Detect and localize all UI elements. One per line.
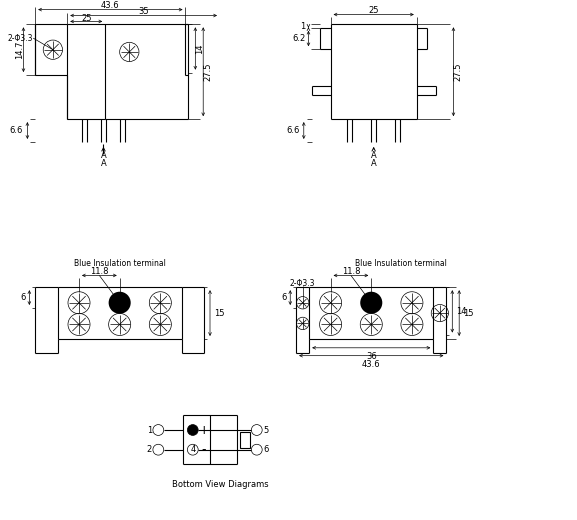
Text: 25: 25	[81, 14, 92, 23]
Text: A: A	[371, 159, 377, 168]
Text: 27.5: 27.5	[204, 62, 213, 81]
Text: A: A	[100, 151, 106, 160]
Text: 4: 4	[190, 445, 196, 454]
Circle shape	[108, 292, 131, 314]
Text: 43.6: 43.6	[101, 1, 119, 10]
Text: Bottom View Diagrams: Bottom View Diagrams	[171, 479, 268, 489]
Text: 6.6: 6.6	[286, 126, 300, 135]
Text: 15: 15	[214, 308, 224, 318]
Text: 36: 36	[366, 352, 377, 361]
Text: Blue Insulation terminal: Blue Insulation terminal	[355, 259, 447, 268]
Text: 11.8: 11.8	[90, 267, 108, 276]
Circle shape	[188, 425, 198, 435]
Text: 1: 1	[147, 425, 152, 435]
Text: 6: 6	[281, 293, 286, 302]
Text: -: -	[201, 443, 206, 456]
Text: 11.8: 11.8	[342, 267, 360, 276]
Text: 5: 5	[263, 425, 268, 435]
Text: 6: 6	[20, 293, 25, 302]
Text: +: +	[198, 423, 209, 436]
Text: A: A	[100, 159, 106, 168]
Text: 14.7: 14.7	[15, 41, 24, 59]
Text: 27.5: 27.5	[454, 62, 463, 81]
Text: Blue Insulation terminal: Blue Insulation terminal	[74, 259, 166, 268]
Text: 6.2: 6.2	[293, 34, 305, 43]
Text: 3: 3	[190, 425, 196, 435]
Text: 6: 6	[263, 445, 268, 454]
Circle shape	[360, 292, 383, 314]
Text: 6.6: 6.6	[9, 126, 23, 135]
Text: 35: 35	[138, 7, 149, 16]
Text: 25: 25	[369, 6, 379, 15]
Text: 14: 14	[456, 307, 467, 316]
Text: 2-Φ3.3: 2-Φ3.3	[8, 34, 33, 43]
Text: 15: 15	[463, 308, 474, 318]
Text: A: A	[371, 151, 377, 160]
Text: 2: 2	[147, 445, 152, 454]
Text: 1: 1	[300, 22, 305, 31]
Text: 14: 14	[195, 43, 204, 54]
Bar	[240, 432, 250, 448]
Text: 43.6: 43.6	[362, 360, 381, 369]
Text: 2-Φ3.3: 2-Φ3.3	[290, 279, 316, 288]
